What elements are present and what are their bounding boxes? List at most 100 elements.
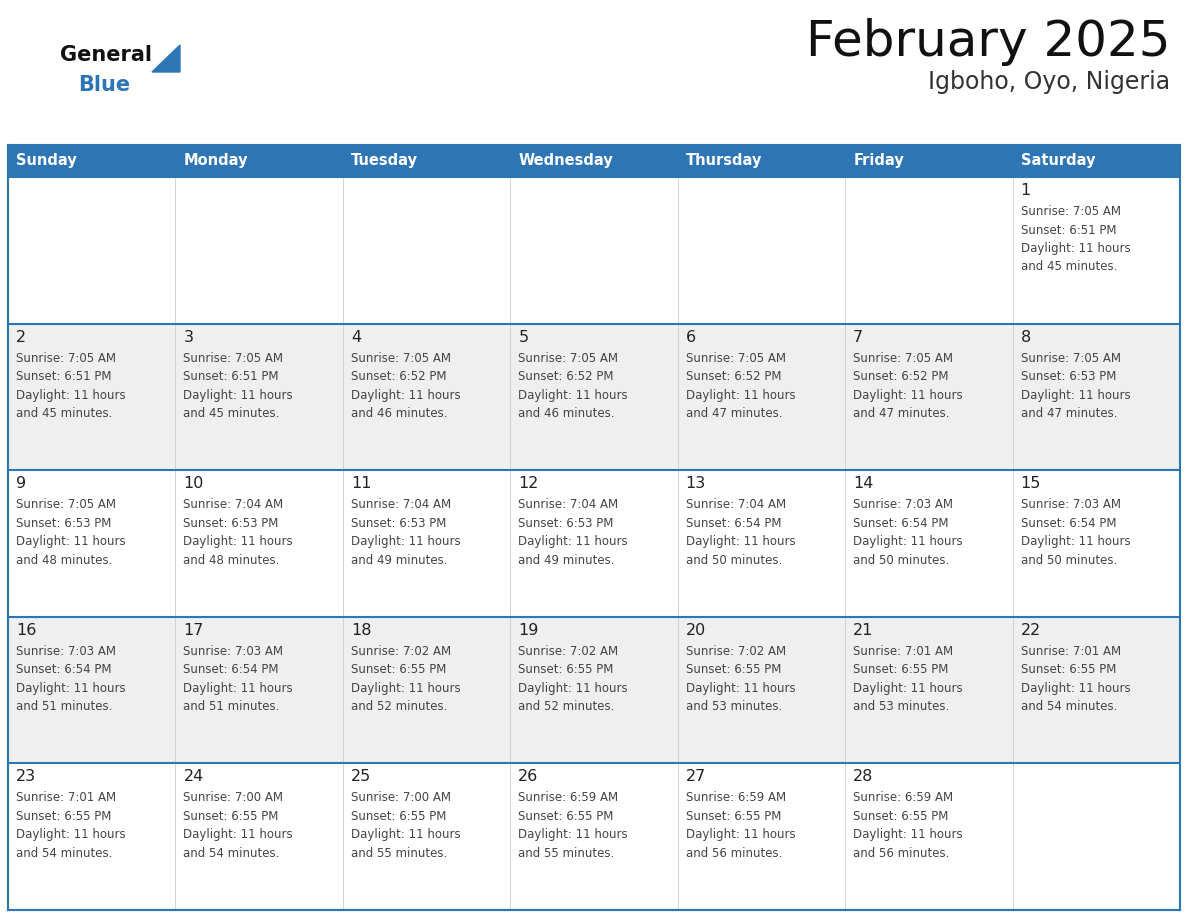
Bar xyxy=(511,764,677,910)
Text: Sunset: 6:55 PM: Sunset: 6:55 PM xyxy=(518,810,614,823)
Bar xyxy=(8,324,176,470)
Bar xyxy=(343,145,511,177)
Text: 22: 22 xyxy=(1020,622,1041,638)
Text: 17: 17 xyxy=(183,622,204,638)
Text: and 51 minutes.: and 51 minutes. xyxy=(183,700,280,713)
Text: Daylight: 11 hours: Daylight: 11 hours xyxy=(350,682,461,695)
Text: Sunrise: 7:05 AM: Sunrise: 7:05 AM xyxy=(1020,352,1120,364)
Bar xyxy=(8,764,176,910)
Text: and 55 minutes.: and 55 minutes. xyxy=(350,847,447,860)
Text: and 45 minutes.: and 45 minutes. xyxy=(183,407,280,420)
Text: Sunrise: 7:04 AM: Sunrise: 7:04 AM xyxy=(183,498,284,511)
Text: Daylight: 11 hours: Daylight: 11 hours xyxy=(1020,388,1130,401)
Bar xyxy=(511,177,677,324)
Text: and 56 minutes.: and 56 minutes. xyxy=(685,847,782,860)
Text: Sunrise: 7:00 AM: Sunrise: 7:00 AM xyxy=(350,791,451,804)
Bar xyxy=(343,617,511,764)
Text: Sunset: 6:51 PM: Sunset: 6:51 PM xyxy=(15,370,112,383)
Text: and 45 minutes.: and 45 minutes. xyxy=(1020,261,1117,274)
Text: General: General xyxy=(61,45,152,65)
Text: Sunrise: 7:05 AM: Sunrise: 7:05 AM xyxy=(518,352,618,364)
Bar xyxy=(8,145,176,177)
Text: and 49 minutes.: and 49 minutes. xyxy=(518,554,614,566)
Text: 12: 12 xyxy=(518,476,538,491)
Text: Daylight: 11 hours: Daylight: 11 hours xyxy=(853,535,962,548)
Bar xyxy=(176,617,343,764)
Text: Wednesday: Wednesday xyxy=(519,153,613,169)
Text: Daylight: 11 hours: Daylight: 11 hours xyxy=(1020,682,1130,695)
Text: and 55 minutes.: and 55 minutes. xyxy=(518,847,614,860)
Text: Igboho, Oyo, Nigeria: Igboho, Oyo, Nigeria xyxy=(928,70,1170,94)
Text: Sunset: 6:55 PM: Sunset: 6:55 PM xyxy=(350,810,447,823)
Text: and 47 minutes.: and 47 minutes. xyxy=(685,407,782,420)
Text: Sunrise: 7:03 AM: Sunrise: 7:03 AM xyxy=(15,644,116,658)
Text: Sunrise: 7:05 AM: Sunrise: 7:05 AM xyxy=(853,352,953,364)
Text: Sunday: Sunday xyxy=(17,153,77,169)
Text: Sunrise: 7:04 AM: Sunrise: 7:04 AM xyxy=(685,498,785,511)
Polygon shape xyxy=(152,45,181,72)
Text: Sunset: 6:55 PM: Sunset: 6:55 PM xyxy=(350,664,447,677)
Text: Sunset: 6:54 PM: Sunset: 6:54 PM xyxy=(685,517,782,530)
Bar xyxy=(8,617,176,764)
Bar xyxy=(677,324,845,470)
Bar xyxy=(176,324,343,470)
Text: Sunset: 6:55 PM: Sunset: 6:55 PM xyxy=(518,664,614,677)
Text: Sunrise: 7:05 AM: Sunrise: 7:05 AM xyxy=(685,352,785,364)
Bar xyxy=(343,177,511,324)
Text: Daylight: 11 hours: Daylight: 11 hours xyxy=(15,828,126,842)
Text: Sunset: 6:55 PM: Sunset: 6:55 PM xyxy=(685,664,781,677)
Text: Sunrise: 7:01 AM: Sunrise: 7:01 AM xyxy=(15,791,116,804)
Text: Sunset: 6:55 PM: Sunset: 6:55 PM xyxy=(15,810,112,823)
Bar xyxy=(1012,145,1180,177)
Text: and 56 minutes.: and 56 minutes. xyxy=(853,847,949,860)
Text: Daylight: 11 hours: Daylight: 11 hours xyxy=(183,682,293,695)
Text: Monday: Monday xyxy=(184,153,248,169)
Bar xyxy=(845,324,1012,470)
Text: Daylight: 11 hours: Daylight: 11 hours xyxy=(685,535,795,548)
Text: 4: 4 xyxy=(350,330,361,344)
Text: and 54 minutes.: and 54 minutes. xyxy=(183,847,280,860)
Text: and 46 minutes.: and 46 minutes. xyxy=(350,407,448,420)
Text: 1: 1 xyxy=(1020,183,1031,198)
Bar xyxy=(343,470,511,617)
Bar xyxy=(845,145,1012,177)
Text: Daylight: 11 hours: Daylight: 11 hours xyxy=(183,535,293,548)
Text: Tuesday: Tuesday xyxy=(352,153,418,169)
Text: and 48 minutes.: and 48 minutes. xyxy=(183,554,280,566)
Bar xyxy=(511,324,677,470)
Text: and 52 minutes.: and 52 minutes. xyxy=(518,700,614,713)
Text: Sunrise: 7:04 AM: Sunrise: 7:04 AM xyxy=(350,498,451,511)
Text: and 50 minutes.: and 50 minutes. xyxy=(853,554,949,566)
Text: Sunset: 6:51 PM: Sunset: 6:51 PM xyxy=(1020,223,1116,237)
Text: 28: 28 xyxy=(853,769,873,784)
Bar xyxy=(343,764,511,910)
Text: and 49 minutes.: and 49 minutes. xyxy=(350,554,448,566)
Text: Daylight: 11 hours: Daylight: 11 hours xyxy=(518,535,628,548)
Bar xyxy=(1012,177,1180,324)
Text: Daylight: 11 hours: Daylight: 11 hours xyxy=(685,682,795,695)
Text: Daylight: 11 hours: Daylight: 11 hours xyxy=(1020,535,1130,548)
Text: Thursday: Thursday xyxy=(687,153,763,169)
Bar xyxy=(511,145,677,177)
Text: 26: 26 xyxy=(518,769,538,784)
Text: 8: 8 xyxy=(1020,330,1031,344)
Text: Sunrise: 7:02 AM: Sunrise: 7:02 AM xyxy=(518,644,619,658)
Bar xyxy=(677,470,845,617)
Text: Daylight: 11 hours: Daylight: 11 hours xyxy=(15,388,126,401)
Text: Daylight: 11 hours: Daylight: 11 hours xyxy=(183,388,293,401)
Bar xyxy=(1012,324,1180,470)
Text: Sunset: 6:55 PM: Sunset: 6:55 PM xyxy=(853,810,948,823)
Text: Daylight: 11 hours: Daylight: 11 hours xyxy=(15,682,126,695)
Bar xyxy=(845,177,1012,324)
Text: Sunrise: 6:59 AM: Sunrise: 6:59 AM xyxy=(518,791,619,804)
Text: 14: 14 xyxy=(853,476,873,491)
Text: Sunrise: 7:03 AM: Sunrise: 7:03 AM xyxy=(853,498,953,511)
Text: Sunset: 6:55 PM: Sunset: 6:55 PM xyxy=(1020,664,1116,677)
Text: Daylight: 11 hours: Daylight: 11 hours xyxy=(15,535,126,548)
Text: Sunset: 6:53 PM: Sunset: 6:53 PM xyxy=(183,517,279,530)
Text: Sunrise: 6:59 AM: Sunrise: 6:59 AM xyxy=(685,791,785,804)
Bar xyxy=(511,470,677,617)
Text: and 48 minutes.: and 48 minutes. xyxy=(15,554,113,566)
Text: Sunset: 6:54 PM: Sunset: 6:54 PM xyxy=(1020,517,1116,530)
Text: Saturday: Saturday xyxy=(1020,153,1095,169)
